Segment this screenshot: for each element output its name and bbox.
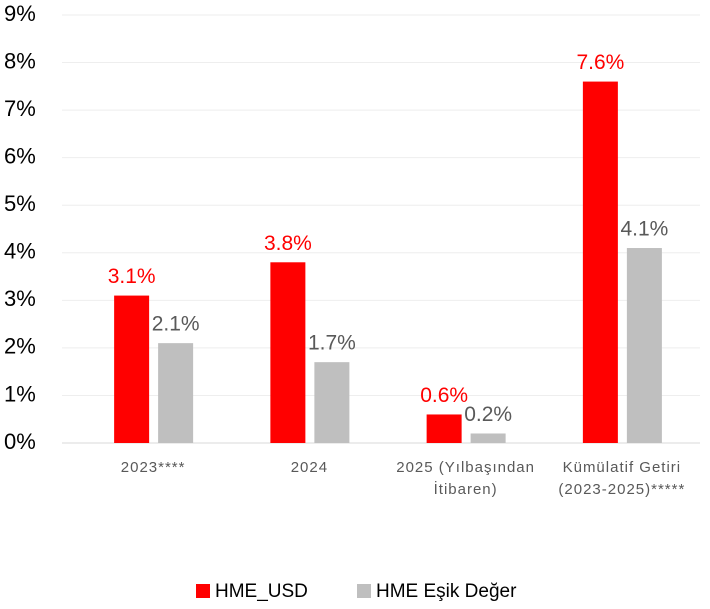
y-tick-label: 1% [4,381,36,406]
y-tick-label: 0% [4,429,36,454]
y-tick-label: 4% [4,239,36,264]
legend-swatch [196,584,210,598]
bar [158,343,194,443]
x-tick-label: Kümülatif Getiri (2023-2025)***** [558,459,686,498]
value-label: 3.8% [264,232,312,255]
bar [470,433,506,443]
bar [582,81,618,444]
value-label: 3.1% [108,265,156,288]
value-label: 2.1% [152,313,200,336]
y-tick-label: 5% [4,191,36,216]
x-tick-label: 2023**** [120,459,186,476]
y-tick-label: 7% [4,96,36,121]
x-tick-label: 2024 [290,459,329,476]
value-label: 4.1% [620,218,668,241]
y-tick-label: 8% [4,48,36,73]
bar [114,295,150,443]
value-label: 0.6% [420,384,468,407]
bar [426,414,462,443]
bar [270,262,306,443]
y-tick-label: 2% [4,334,36,359]
y-tick-label: 3% [4,286,36,311]
bar [314,362,350,443]
legend-swatch [357,584,371,598]
legend-label: HME_USD [215,581,308,602]
value-label: 1.7% [308,332,356,355]
value-label: 0.2% [464,403,512,426]
x-tick-label: 2025 (Yılbaşından İtibaren) [396,459,535,498]
y-tick-label: 6% [4,143,36,168]
legend-label: HME Eşik Değer [376,581,517,602]
value-label: 7.6% [576,51,624,74]
y-tick-label: 9% [4,1,36,26]
bar [626,248,662,443]
